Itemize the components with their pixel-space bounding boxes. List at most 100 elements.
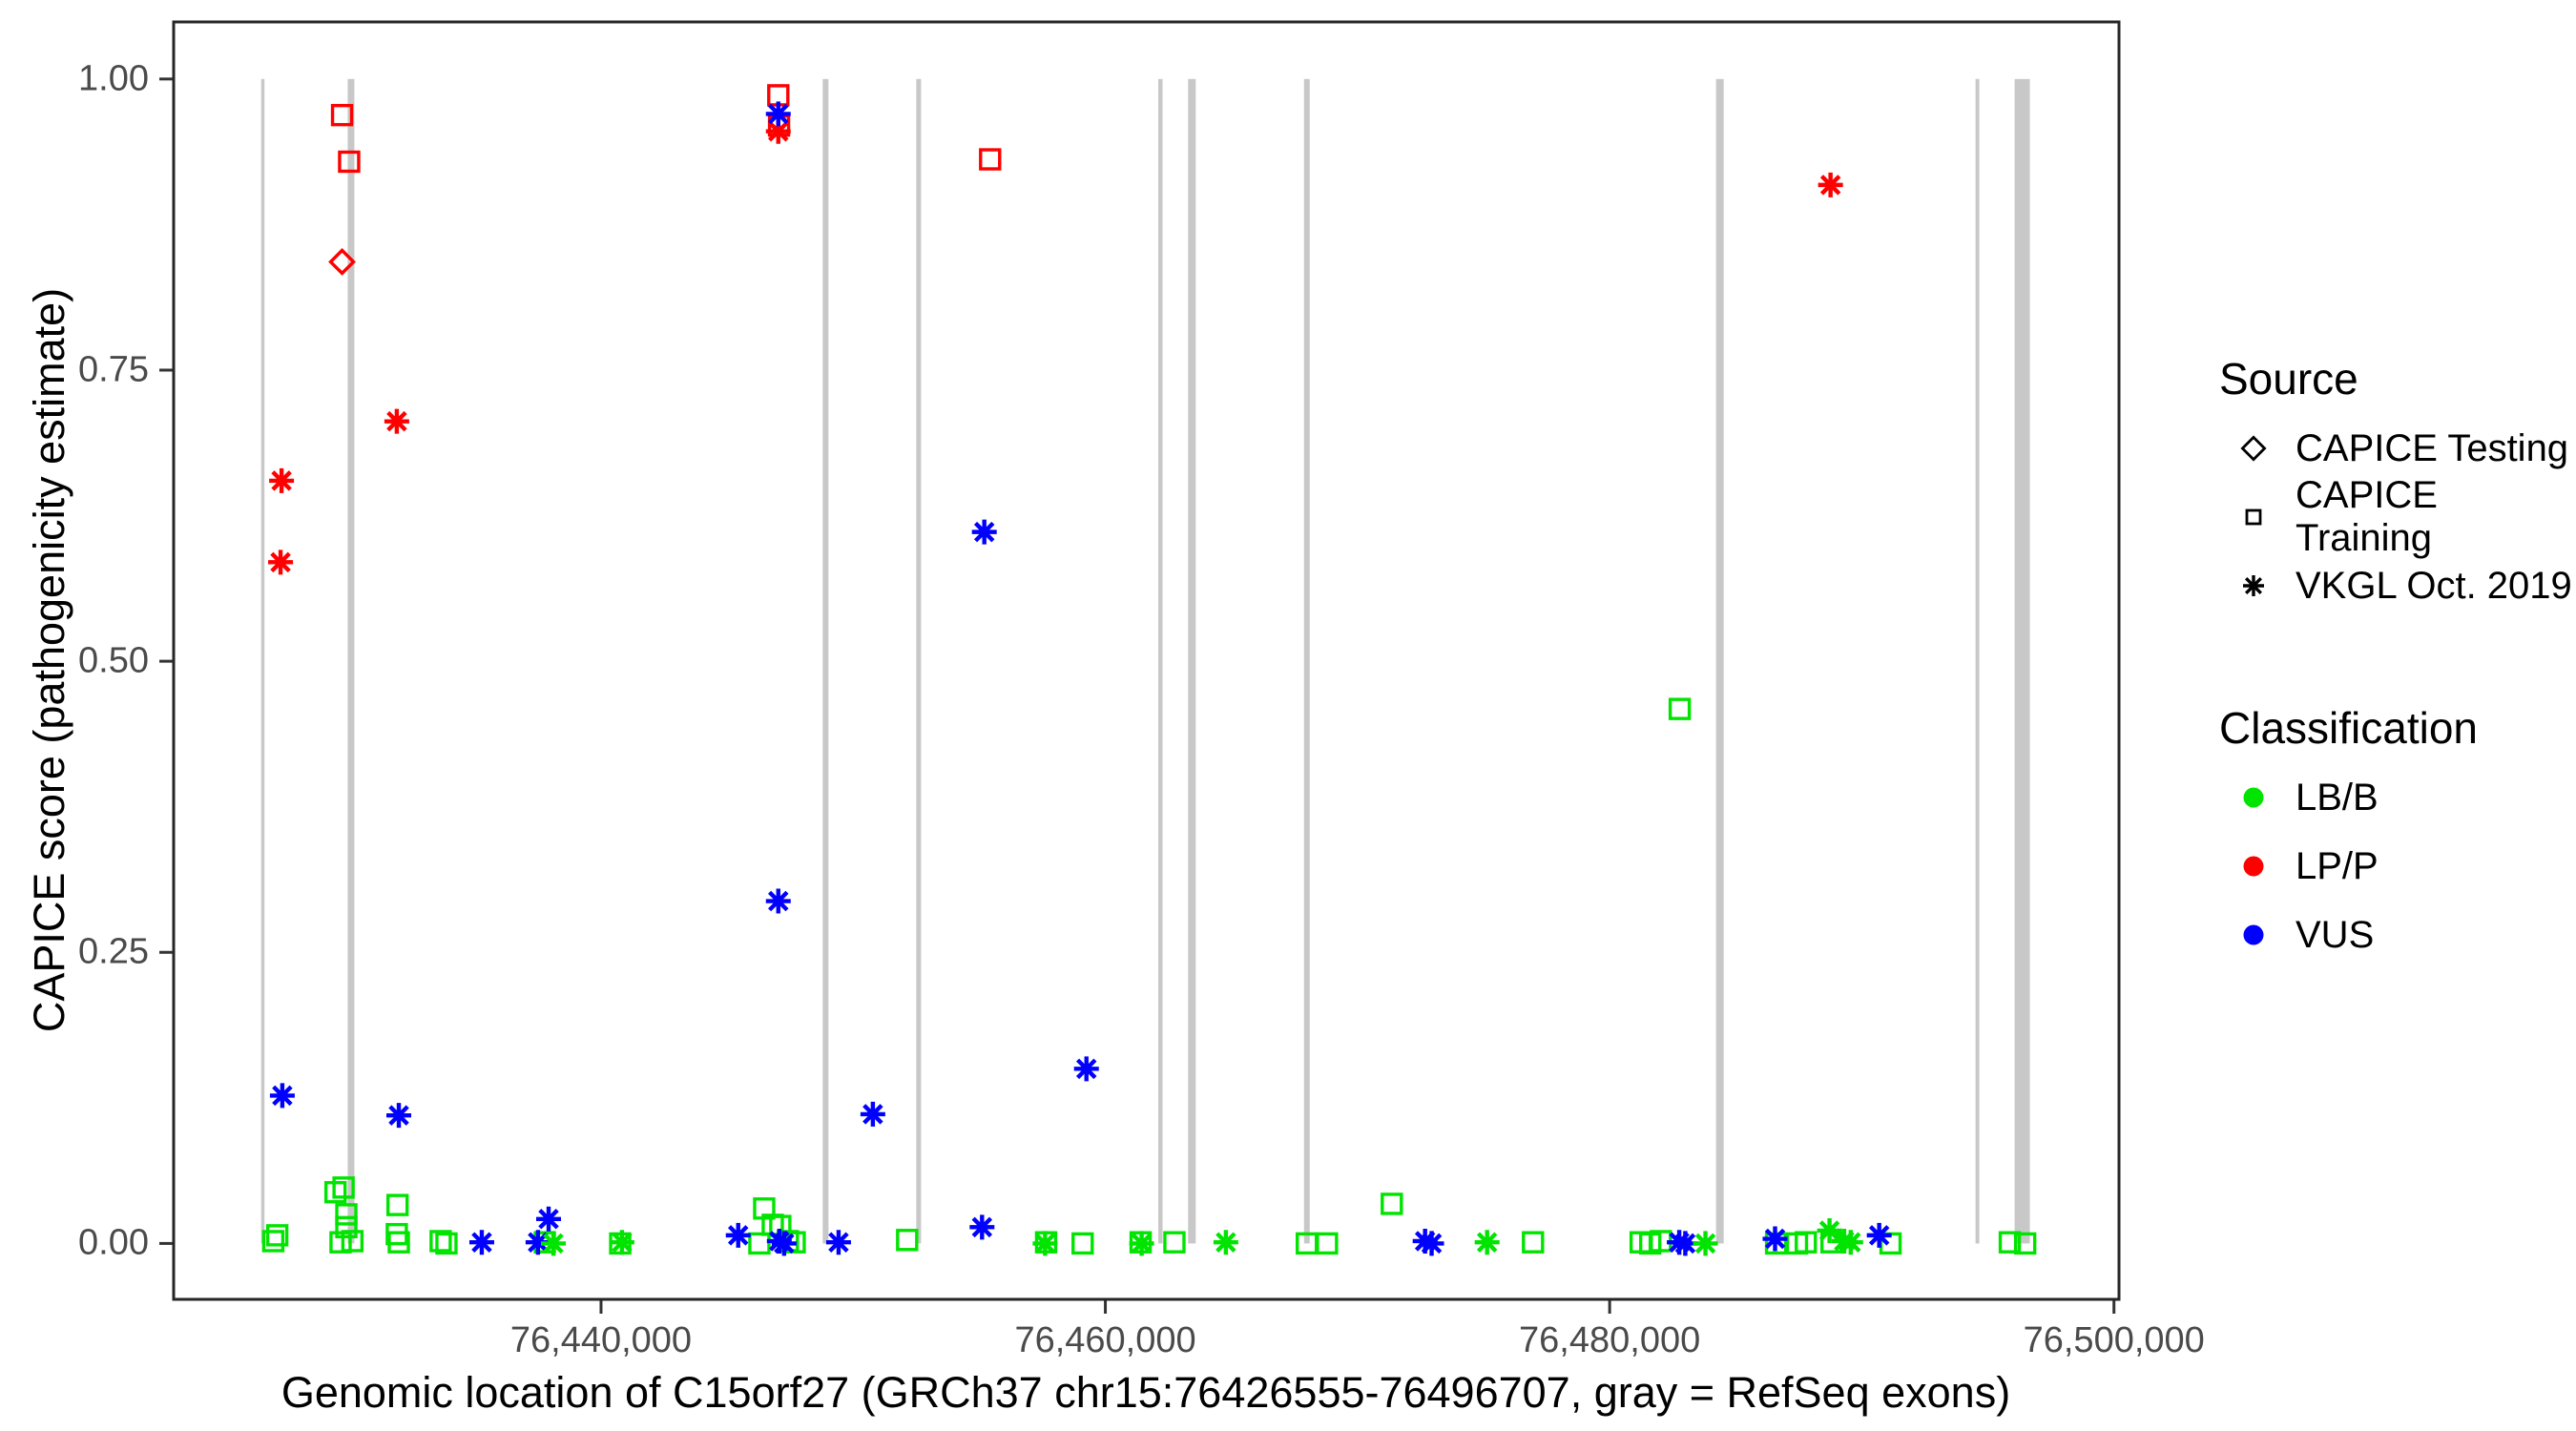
data-point-square <box>1163 1231 1186 1254</box>
data-point-asterisk <box>1213 1230 1238 1255</box>
refseq-exon-bar <box>1303 78 1310 1244</box>
data-point-asterisk <box>541 1231 567 1256</box>
y-tick-label: 0.00 <box>78 1222 149 1263</box>
asterisk-icon <box>2243 575 2264 596</box>
green-dot-icon <box>2243 787 2264 808</box>
data-point-asterisk <box>269 467 295 493</box>
legend-item-label: VKGL Oct. 2019 <box>2296 564 2572 607</box>
refseq-exon-bar <box>916 78 922 1244</box>
data-point-square <box>1522 1231 1545 1254</box>
diamond-icon <box>2240 435 2267 462</box>
data-point-asterisk <box>468 1230 494 1255</box>
data-point-square <box>341 1230 364 1253</box>
data-point-asterisk <box>1817 1217 1842 1243</box>
data-point-square <box>435 1232 458 1255</box>
data-point-asterisk <box>1073 1056 1099 1082</box>
data-point-asterisk <box>1412 1228 1438 1254</box>
data-point-asterisk <box>536 1206 561 1232</box>
y-tick-label: 1.00 <box>78 58 149 99</box>
data-point-square <box>387 1231 410 1254</box>
refseq-exon-bar <box>1975 78 1980 1244</box>
data-point-asterisk <box>1419 1231 1444 1256</box>
data-point-asterisk <box>771 1231 797 1256</box>
y-tick-label: 0.25 <box>78 931 149 972</box>
legend-item-vkgl: VKGL Oct. 2019 <box>2219 551 2574 620</box>
square-icon <box>2245 508 2262 526</box>
data-point-square <box>385 1193 409 1216</box>
refseq-exon-bar <box>1715 78 1724 1244</box>
data-point-square <box>332 1176 355 1199</box>
legend-item-vus: VUS <box>2219 901 2574 969</box>
x-tick-label: 76,480,000 <box>1519 1320 1701 1360</box>
legend-item-label: LB/B <box>2296 776 2379 819</box>
data-point-square <box>979 148 1002 171</box>
legend-item-label: CAPICE Training <box>2296 474 2438 559</box>
data-point-square <box>338 150 361 174</box>
data-point-square <box>748 1232 771 1255</box>
data-point-asterisk <box>765 888 791 914</box>
data-point-asterisk <box>386 1103 412 1129</box>
data-point-square <box>1316 1232 1339 1255</box>
data-point-square <box>1668 697 1692 720</box>
legend-item-capice-testing: CAPICE Testing <box>2219 414 2574 483</box>
data-point-square <box>429 1230 452 1253</box>
data-point-asterisk <box>1818 172 1843 197</box>
legend-classification: Classification LB/B LP/P VUS <box>2219 704 2574 969</box>
legend-item-capice-training: CAPICE Training <box>2219 474 2574 559</box>
data-point-asterisk <box>1474 1230 1500 1255</box>
data-point-asterisk <box>1672 1231 1698 1256</box>
data-point-square <box>335 1215 358 1239</box>
data-point-asterisk <box>269 1083 295 1109</box>
data-point-asterisk <box>765 118 791 144</box>
y-tick-label: 0.75 <box>78 349 149 390</box>
refseq-exon-bar <box>822 78 829 1244</box>
data-point-square <box>335 1203 358 1226</box>
data-point-asterisk <box>860 1101 885 1127</box>
data-point-square <box>330 103 354 127</box>
data-point-square <box>329 1231 352 1254</box>
x-tick-label: 76,440,000 <box>509 1320 693 1360</box>
legend-item-label: LP/P <box>2296 844 2379 887</box>
data-point-square <box>265 1224 289 1247</box>
data-point-asterisk <box>1693 1231 1718 1256</box>
legend-source: Source CAPICE Testing CAPICE Training VK… <box>2219 355 2574 620</box>
data-point-asterisk <box>609 1230 634 1255</box>
x-tick-label: 76,500,000 <box>2023 1320 2205 1360</box>
refseq-exon-bar <box>1158 78 1163 1244</box>
data-point-asterisk <box>1866 1222 1892 1248</box>
refseq-exon-bar <box>347 78 355 1244</box>
panel-border <box>172 20 2121 1301</box>
legend-item-label: VUS <box>2296 913 2375 956</box>
data-point-square <box>1795 1231 1818 1254</box>
data-point-asterisk <box>1032 1231 1058 1256</box>
data-point-asterisk <box>1762 1226 1788 1252</box>
legend-classification-title: Classification <box>2219 703 2478 753</box>
data-point-asterisk <box>1129 1231 1154 1256</box>
legend-item-label: CAPICE Testing <box>2296 426 2569 469</box>
y-tick-label: 0.50 <box>78 640 149 681</box>
data-point-square <box>2013 1232 2037 1255</box>
refseq-exon-bar <box>260 78 265 1244</box>
data-point-square <box>896 1229 919 1252</box>
legend-item-lpp: LP/P <box>2219 832 2574 901</box>
data-point-asterisk <box>969 1214 995 1240</box>
data-point-asterisk <box>825 1230 851 1255</box>
data-point-asterisk <box>765 101 791 127</box>
data-point-square <box>1381 1192 1403 1215</box>
legend-item-lbb: LB/B <box>2219 763 2574 832</box>
data-point-asterisk <box>1838 1230 1863 1255</box>
data-point-asterisk <box>268 550 294 575</box>
legend-source-title: Source <box>2219 354 2358 404</box>
data-point-asterisk <box>384 408 409 434</box>
data-point-square <box>1071 1232 1094 1255</box>
red-dot-icon <box>2243 856 2264 877</box>
refseq-exon-bar <box>1188 78 1196 1244</box>
x-tick-label: 76,460,000 <box>1014 1320 1196 1360</box>
y-axis-title: CAPICE score (pathogenicity estimate) <box>25 287 73 1033</box>
data-point-asterisk <box>525 1230 551 1255</box>
data-point-asterisk <box>971 519 997 545</box>
data-point-square <box>1998 1231 2022 1254</box>
blue-dot-icon <box>2243 924 2264 945</box>
